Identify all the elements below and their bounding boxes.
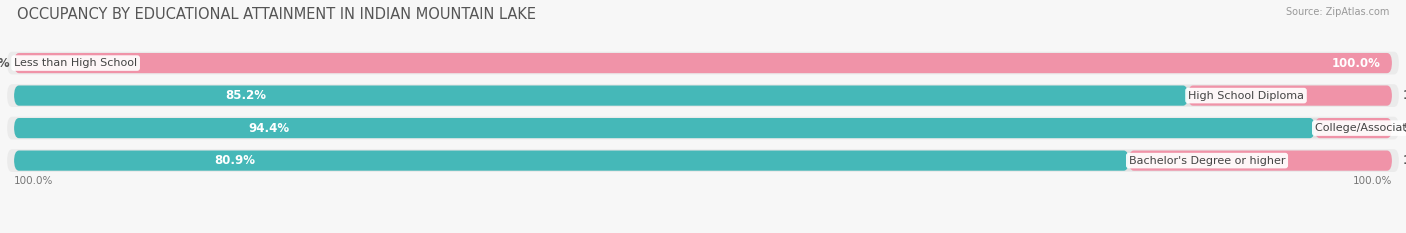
Text: 19.1%: 19.1% <box>1403 154 1406 167</box>
FancyBboxPatch shape <box>14 53 1392 73</box>
Text: 100.0%: 100.0% <box>14 176 53 186</box>
FancyBboxPatch shape <box>14 118 1392 138</box>
FancyBboxPatch shape <box>14 151 1392 171</box>
FancyBboxPatch shape <box>14 86 1392 106</box>
FancyBboxPatch shape <box>7 117 1399 140</box>
Text: High School Diploma: High School Diploma <box>1188 91 1303 101</box>
Text: Bachelor's Degree or higher: Bachelor's Degree or higher <box>1129 156 1285 166</box>
FancyBboxPatch shape <box>7 149 1399 172</box>
Text: 0.0%: 0.0% <box>0 57 10 70</box>
Text: OCCUPANCY BY EDUCATIONAL ATTAINMENT IN INDIAN MOUNTAIN LAKE: OCCUPANCY BY EDUCATIONAL ATTAINMENT IN I… <box>17 7 536 22</box>
FancyBboxPatch shape <box>1188 86 1392 106</box>
FancyBboxPatch shape <box>7 84 1399 107</box>
Text: 14.8%: 14.8% <box>1403 89 1406 102</box>
FancyBboxPatch shape <box>14 53 1392 73</box>
FancyBboxPatch shape <box>1315 118 1392 138</box>
Text: 85.2%: 85.2% <box>225 89 266 102</box>
FancyBboxPatch shape <box>1129 151 1392 171</box>
Text: College/Associate Degree: College/Associate Degree <box>1315 123 1406 133</box>
Text: Source: ZipAtlas.com: Source: ZipAtlas.com <box>1285 7 1389 17</box>
FancyBboxPatch shape <box>7 52 1399 75</box>
Text: 94.4%: 94.4% <box>249 122 290 135</box>
FancyBboxPatch shape <box>14 86 1188 106</box>
FancyBboxPatch shape <box>14 151 1129 171</box>
FancyBboxPatch shape <box>14 118 1315 138</box>
Text: 5.6%: 5.6% <box>1403 122 1406 135</box>
Text: Less than High School: Less than High School <box>14 58 138 68</box>
Text: 80.9%: 80.9% <box>215 154 256 167</box>
Text: 100.0%: 100.0% <box>1331 57 1381 70</box>
Text: 100.0%: 100.0% <box>1353 176 1392 186</box>
